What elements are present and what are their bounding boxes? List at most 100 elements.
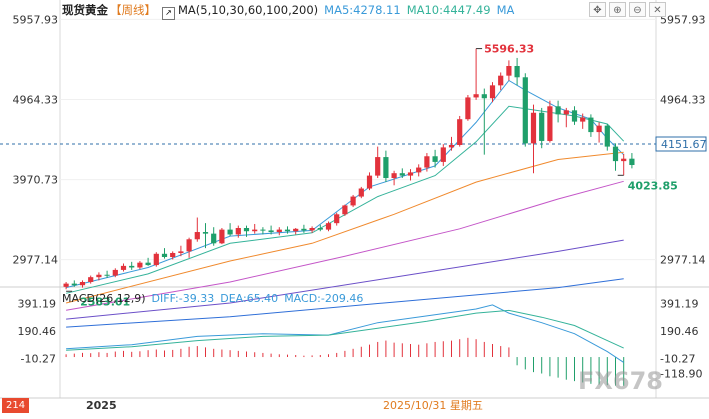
candle-body — [481, 94, 487, 99]
candle-body — [71, 283, 77, 286]
candle-body — [530, 112, 537, 144]
minus-icon[interactable]: ⊖ — [629, 2, 646, 17]
candle-body — [571, 110, 578, 122]
candle-body — [448, 144, 455, 148]
candle-body — [178, 251, 184, 253]
candle-body — [342, 205, 348, 215]
candle-body — [325, 223, 332, 230]
candle-body — [375, 157, 381, 176]
candle-body — [186, 239, 192, 252]
candle-body — [514, 66, 520, 78]
macd-label: MACD(26,12,9) — [62, 292, 146, 305]
candle-body — [96, 274, 102, 278]
candle-body — [539, 112, 545, 141]
macd-header: MACD(26,12,9) DIFF:-39.33 DEA:65.40 MACD:-2… — [62, 291, 369, 307]
candle-body — [63, 283, 69, 287]
candle-body — [112, 269, 118, 276]
candle-body — [202, 232, 209, 234]
candle-body — [358, 188, 364, 197]
candle-body — [153, 253, 159, 266]
price-tick-right: 5957.93 — [660, 13, 706, 26]
index-badge: 214 — [2, 398, 30, 413]
period-label[interactable]: 【周线】 — [110, 3, 156, 17]
candle-body — [489, 85, 496, 99]
macd-tick-left: 190.46 — [18, 325, 57, 338]
candle-body — [522, 77, 528, 144]
candle-body — [309, 228, 315, 231]
price-tick-left: 5957.93 — [13, 13, 59, 26]
macd-tick-left: -10.27 — [21, 352, 56, 365]
candle-body — [104, 274, 110, 276]
low-label: 2583.01 — [80, 295, 130, 308]
candle-body — [465, 97, 471, 120]
candle-body — [276, 229, 282, 233]
candle-body — [79, 282, 86, 286]
candle-body — [137, 262, 143, 268]
candle-body — [252, 229, 258, 232]
candle-body — [284, 229, 291, 232]
candle-body — [457, 119, 463, 145]
candle-body — [440, 147, 446, 162]
ma-settings-icon[interactable]: ↗ — [162, 7, 175, 20]
crosshair-icon[interactable]: ✥ — [589, 2, 606, 17]
candle-body — [407, 172, 414, 176]
candle-body — [498, 75, 504, 86]
ma-line-ma10 — [65, 105, 625, 294]
candle-body — [547, 106, 553, 141]
candle-body — [555, 106, 561, 115]
candle-body — [596, 125, 602, 133]
last-price-tag — [655, 136, 707, 152]
candle-body — [145, 262, 151, 266]
candle-body — [219, 229, 225, 244]
candle-body — [194, 232, 200, 240]
recent-low-label: 4023.85 — [628, 179, 678, 192]
watermark-logo: FX678 — [578, 367, 663, 395]
price-tick-left: 3970.73 — [13, 174, 59, 187]
ma-line-ma100 — [66, 239, 624, 320]
candle-body — [120, 265, 127, 270]
candle-body — [161, 253, 168, 258]
ma5-value: MA5:4278.11 — [324, 3, 401, 17]
candle-body — [588, 117, 594, 133]
candle-body — [170, 252, 176, 258]
ma-params-label: MA(5,10,30,60,100,200) — [178, 3, 319, 17]
close-icon[interactable]: ✕ — [649, 2, 666, 17]
candle-body — [391, 173, 397, 179]
candle-body — [350, 196, 356, 206]
diff-value: DIFF:-39.33 — [151, 292, 215, 305]
cursor-date: 2025/10/31 星期五 — [383, 399, 483, 412]
candle-body — [268, 230, 274, 233]
candle-body — [317, 228, 323, 230]
candle-body — [227, 229, 233, 235]
candle-body — [301, 228, 307, 231]
candle-body — [235, 228, 241, 235]
ma-line-ma60 — [66, 180, 624, 311]
macd-tick-left: 391.19 — [18, 297, 57, 310]
instrument-name: 现货黄金 — [62, 3, 108, 17]
candle-body — [612, 146, 619, 162]
candle-body — [88, 277, 94, 282]
macd-tick-right: -10.27 — [660, 352, 695, 365]
ma10-value: MA10:4447.49 — [406, 3, 491, 17]
candle-body — [416, 167, 422, 173]
dea-line — [66, 309, 624, 351]
candle-body — [563, 110, 569, 115]
candle-body — [580, 117, 586, 122]
candle-body — [473, 94, 479, 98]
macd-value: MACD:-209.46 — [284, 292, 364, 305]
price-tick-right: 2977.14 — [660, 254, 706, 267]
last-price-label: 4151.67 — [661, 138, 707, 151]
candle-body — [211, 233, 217, 244]
high-label: 5596.33 — [484, 43, 534, 56]
candle-body — [629, 158, 635, 165]
candle-body — [604, 125, 610, 147]
plus-icon[interactable]: ⊕ — [609, 2, 626, 17]
ma-line-ma30 — [65, 151, 624, 304]
price-tick-left: 2977.14 — [13, 254, 59, 267]
macd-tick-right: 190.46 — [660, 325, 699, 338]
candle-body — [293, 228, 299, 232]
candle-body — [424, 156, 430, 168]
candle-body — [432, 156, 438, 162]
